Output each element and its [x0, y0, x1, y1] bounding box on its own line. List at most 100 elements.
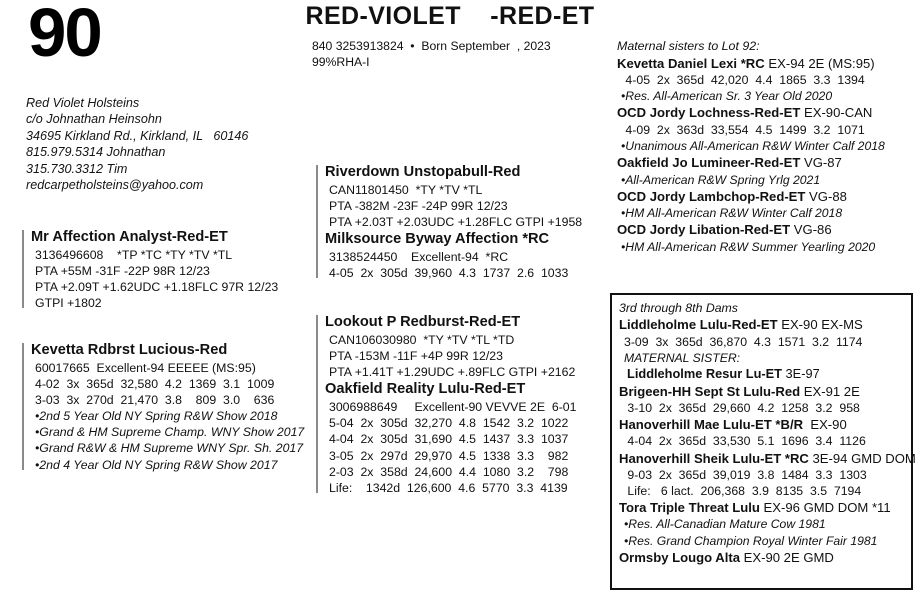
award-note: •Res. All-American Sr. 3 Year Old 2020	[621, 89, 833, 104]
lactation-record: 4-04 2x 365d 33,530 5.1 1696 3.4 1126	[624, 434, 866, 449]
dams-box: 3rd through 8th Dams Liddleholme Lulu-Re…	[610, 293, 916, 590]
pedigree-line: PTA -382M -23F -24P 99R 12/23	[329, 199, 508, 214]
dam-name: Liddleholme Lulu-Red-ET EX-90 EX-MS	[619, 316, 905, 333]
pedigree-note: •Grand & HM Supreme Champ. WNY Show 2017	[35, 425, 305, 440]
maternal-sister-entry: OCD Jordy Libation-Red-ET VG-86 •HM All-…	[617, 221, 917, 255]
lactation-record: 3-10 2x 365d 29,660 4.2 1258 3.2 958	[624, 400, 860, 415]
pedigree-line: 3138524450 Excellent-94 *RC	[329, 250, 509, 265]
pedigree-line: CAN106030980 *TY *TV *TL *TD	[329, 333, 515, 347]
consignor-line: 815.979.5314 Johnathan	[26, 145, 166, 160]
dam-name: Tora Triple Threat Lulu EX-96 GMD DOM *1…	[619, 499, 905, 516]
classification: 3E-97	[782, 366, 820, 382]
award-note: •Unanimous All-American R&W Winter Calf …	[621, 139, 885, 154]
animal-name-bold: Brigeen-HH Sept St Lulu-Red	[619, 383, 801, 399]
animal-name-bold: OCD Jordy Lambchop-Red-ET	[617, 188, 806, 204]
animal-name-bold: Oakfield Jo Lumineer-Red-ET	[617, 155, 801, 171]
pedigree-line: PTA +55M -31F -22P 98R 12/23	[35, 264, 210, 279]
award-note: •Res. All-Canadian Mature Cow 1981	[624, 517, 826, 532]
pedigree-line: 60017665 Excellent-94 EEEEE (MS:95)	[35, 361, 256, 375]
consignor-line: 315.730.3312 Tim	[26, 161, 128, 176]
pedigree-note: •2nd 4 Year Old NY Spring R&W Show 2017	[35, 457, 278, 472]
dam-name: Ormsby Lougo Alta EX-90 2E GMD	[619, 549, 905, 566]
dams-box-heading: 3rd through 8th Dams	[619, 301, 738, 315]
pedigree-line: PTA +1.41T +1.29UDC +.89FLC GTPI +2162	[329, 365, 576, 380]
maternal-sister-name: OCD Jordy Lochness-Red-ET EX-90-CAN	[617, 104, 917, 121]
lactation-record: 4-05 2x 365d 42,020 4.4 1865 3.3 1394	[622, 72, 865, 87]
classification: 3E-94 GMD DOM	[808, 450, 916, 466]
award-note: •HM All-American R&W Summer Yearling 202…	[621, 239, 876, 254]
consignor-email: redcarpetholsteins@yahoo.com	[26, 178, 204, 193]
pedigree-name: Riverdown Unstopabull-Red	[325, 164, 521, 180]
rha-line: 99%RHA-I	[312, 55, 370, 69]
consignor-line: c/o Johnathan Heinsohn	[26, 112, 162, 127]
maternal-sisters-section: Maternal sisters to Lot 92: Kevetta Dani…	[617, 38, 917, 255]
dam-entry: Ormsby Lougo Alta EX-90 2E GMD	[619, 549, 905, 566]
award-note: •All-American R&W Spring Yrlg 2021	[621, 172, 821, 187]
sire-group: Mr Affection Analyst-Red-ET 3136496608 *…	[22, 228, 312, 311]
maternal-grandsire-group: Lookout P Redburst-Red-ET CAN106030980 *…	[316, 313, 606, 496]
animal-name-bold: Ormsby Lougo Alta	[619, 550, 741, 566]
animal-name-bold: Hanoverhill Mae Lulu-ET *B/R	[619, 417, 804, 433]
pedigree-name: Lookout P Redburst-Red-ET	[325, 314, 521, 330]
dam-entry: Hanoverhill Mae Lulu-ET *B/R EX-90 4-04 …	[619, 416, 905, 449]
pedigree-line: PTA +2.09T +1.62UDC +1.18FLC 97R 12/23	[35, 280, 279, 295]
pedigree-block-dam: Kevetta Rdbrst Lucious-Red 60017665 Exce…	[22, 341, 312, 473]
classification: EX-96 GMD DOM *11	[759, 500, 891, 516]
pedigree-line: 4-04 2x 305d 31,690 4.5 1437 3.3 1037	[329, 432, 569, 447]
pedigree-line: 2-03 2x 358d 24,600 4.4 1080 3.2 798	[329, 464, 569, 479]
pedigree-line: GTPI +1802	[35, 296, 102, 311]
lactation-record: 3-09 3x 365d 36,870 4.3 1571 3.2 1174	[624, 334, 863, 349]
pedigree-line: CAN11801450 *TY *TV *TL	[329, 183, 483, 197]
pedigree-block-maternal-grandsire: Lookout P Redburst-Red-ET CAN106030980 *…	[316, 313, 606, 380]
pedigree-name: Kevetta Rdbrst Lucious-Red	[31, 342, 228, 358]
pedigree-name: Mr Affection Analyst-Red-ET	[31, 229, 228, 245]
pedigree-name: Oakfield Reality Lulu-Red-ET	[325, 381, 526, 398]
animal-name-bold: Hanoverhill Sheik Lulu-ET *RC	[619, 450, 809, 466]
classification: EX-94 2E (MS:95)	[764, 55, 875, 71]
pedigree-line: 4-02 3x 365d 32,580 4.2 1369 3.1 1009	[35, 377, 275, 392]
maternal-sister-name: Liddleholme Resur Lu-ET 3E-97	[619, 366, 905, 383]
classification: VG-88	[805, 188, 847, 204]
dam-name: Hanoverhill Mae Lulu-ET *B/R EX-90	[619, 416, 905, 433]
animal-title: RED-VIOLET -RED-ET	[305, 2, 595, 30]
lot-number: 90	[28, 0, 103, 71]
maternal-sister-entry: Oakfield Jo Lumineer-Red-ET VG-87 •All-A…	[617, 154, 917, 188]
maternal-sister-label: MATERNAL SISTER:	[624, 350, 741, 365]
animal-name-bold: Liddleholme Lulu-Red-ET	[619, 317, 778, 333]
pedigree-block-sire: Mr Affection Analyst-Red-ET 3136496608 *…	[22, 228, 312, 311]
pedigree-line: 4-05 2x 305d 39,960 4.3 1737 2.6 1033	[329, 266, 569, 281]
classification: EX-90 EX-MS	[777, 317, 863, 333]
dam-entry: Tora Triple Threat Lulu EX-96 GMD DOM *1…	[619, 499, 905, 549]
dam-entry: Hanoverhill Sheik Lulu-ET *RC 3E-94 GMD …	[619, 450, 916, 500]
pedigree-block-second-dam: Oakfield Reality Lulu-Red-ET 3006988649 …	[316, 380, 606, 496]
lactation-record: 4-09 2x 363d 33,554 4.5 1499 3.2 1071	[622, 122, 865, 137]
pedigree-line: Life: 1342d 126,600 4.6 5770 3.3 4139	[329, 480, 568, 495]
pedigree-line: 3136496608 *TP *TC *TY *TV *TL	[35, 248, 233, 262]
animal-name-bold: Kevetta Daniel Lexi *RC	[617, 55, 765, 71]
pedigree-name: Milksource Byway Affection *RC	[325, 231, 550, 248]
classification: EX-90	[803, 417, 847, 433]
dam-group: Kevetta Rdbrst Lucious-Red 60017665 Exce…	[22, 341, 312, 473]
maternal-sister-entry: OCD Jordy Lochness-Red-ET EX-90-CAN 4-09…	[617, 104, 917, 154]
maternal-sister-name: Kevetta Daniel Lexi *RC EX-94 2E (MS:95)	[617, 55, 917, 72]
maternal-sister-name: OCD Jordy Lambchop-Red-ET VG-88	[617, 188, 917, 205]
dam-entry: Brigeen-HH Sept St Lulu-Red EX-91 2E 3-1…	[619, 383, 905, 416]
consignor-line: 34695 Kirkland Rd., Kirkland, IL 60146	[26, 128, 249, 143]
dam-name: Brigeen-HH Sept St Lulu-Red EX-91 2E	[619, 383, 905, 400]
lifetime-record: Life: 6 lact. 206,368 3.9 8135 3.5 7194	[624, 484, 862, 499]
consignor-line: Red Violet Holsteins	[26, 96, 140, 110]
classification: EX-90-CAN	[800, 105, 873, 121]
pedigree-block-grandsire: Riverdown Unstopabull-Red CAN11801450 *T…	[316, 163, 606, 230]
maternal-sisters-heading: Maternal sisters to Lot 92:	[617, 39, 760, 53]
animal-name-bold: OCD Jordy Lochness-Red-ET	[617, 105, 801, 121]
pedigree-note: •Grand R&W & HM Supreme WNY Spr. Sh. 201…	[35, 441, 304, 456]
maternal-sister-name: Oakfield Jo Lumineer-Red-ET VG-87	[617, 154, 917, 171]
maternal-sister-entry: OCD Jordy Lambchop-Red-ET VG-88 •HM All-…	[617, 188, 917, 222]
lactation-record: 9-03 2x 365d 39,019 3.8 1484 3.3 1303	[624, 467, 867, 482]
pedigree-line: PTA +2.03T +2.03UDC +1.28FLC GTPI +1958	[329, 215, 583, 230]
classification: VG-87	[800, 155, 842, 171]
grandsire-group: Riverdown Unstopabull-Red CAN11801450 *T…	[316, 163, 606, 281]
classification: EX-91 2E	[800, 383, 860, 399]
dam-name: Hanoverhill Sheik Lulu-ET *RC 3E-94 GMD …	[619, 450, 916, 467]
